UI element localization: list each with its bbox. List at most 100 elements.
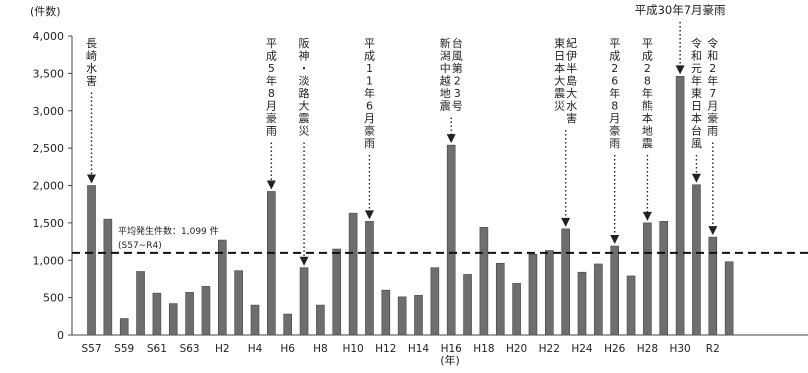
bar-S62 [169,304,177,335]
bar-H7 [300,268,308,335]
annotation-char: 台 [691,124,702,138]
annotation-char: 和 [691,50,702,63]
annotation-char: 年 [364,86,375,100]
x-tick-label: S59 [114,343,134,355]
annotation-char: 路 [299,87,310,100]
annotation-char: 雨 [707,125,718,138]
y-tick-label: 3,500 [33,67,65,80]
annotation-char: 台 [452,36,463,50]
x-tick-label: H2 [215,343,230,355]
average-label: 平均発生件数：1,099 件 [118,225,219,237]
annotation-char: 風 [452,50,463,63]
annotation-char: 震 [299,112,310,125]
bar-H22 [545,251,553,335]
annotation-char: 年 [642,86,653,100]
annotation-char: 平 [642,37,653,50]
annotation-char: 熊 [642,99,653,113]
annotation-char: 災 [299,125,310,138]
bar-H2 [218,240,226,335]
annotation-char: 雨 [266,125,277,138]
bar-H6 [284,314,292,335]
annotation-arrowhead [643,212,652,221]
x-tick-label: H30 [669,343,690,355]
annotation-char: 害 [566,111,577,125]
y-tick-label: 2,000 [33,180,65,193]
x-tick-label: H24 [571,343,593,355]
y-tick-label: 1,000 [33,254,65,267]
annotation-arrowhead [708,226,717,235]
bar-S59 [120,319,128,335]
annotation-char: 平 [609,37,620,50]
annotation-char: 東 [554,37,565,50]
x-tick-label: H18 [473,343,494,355]
bar-H5 [267,191,275,335]
annotation-char: 和 [707,50,718,63]
x-tick-label: S57 [81,343,101,355]
annotation-char: 雨 [364,137,375,150]
annotation-char: 第 [452,61,463,75]
bar-H13 [398,297,406,335]
bar-H26 [611,246,619,335]
annotation-char: 平 [364,37,375,50]
bar-H21 [529,254,537,335]
bar-H8 [316,305,324,335]
annotation-char: 風 [691,137,702,150]
annotation-char: 中 [440,62,451,75]
annotation-char: 日 [554,50,565,63]
annotation-char: 災 [554,100,565,113]
annotation-arrowhead [692,174,701,183]
annotation-arrowhead [561,218,570,227]
annotation-char: 2 [709,62,716,75]
bar-H24 [578,272,586,335]
annotation-char: 害 [86,74,97,88]
annotation-char: 月 [707,100,718,113]
annotation-char: 東 [691,87,702,100]
annotation-char: 紀 [566,37,577,50]
x-tick-label: H4 [248,343,263,355]
annotation-char: 日 [691,100,702,113]
x-tick-label: H8 [313,343,328,355]
bar-H28 [643,223,651,335]
annotation-char: 年 [691,74,702,88]
annotation-char: 成 [609,50,620,63]
annotation-char: 大 [566,86,577,100]
x-tick-label: H14 [408,343,430,355]
y-tick-label: 0 [57,329,64,342]
annotation-arrowhead [447,134,456,143]
annotation-char: 成 [266,50,277,63]
bar-H27 [627,276,635,335]
annotation-char: 1 [366,62,373,75]
annotation-char: 豪 [707,111,718,125]
bar-S61 [153,293,161,335]
annotation-char: 月 [266,100,277,113]
annotation-char: 豪 [266,111,277,125]
bar-H23 [562,229,570,335]
annotation-char: 7 [709,87,716,100]
annotation-arrowhead [267,180,276,189]
annotation-char: 神 [299,49,310,63]
bar-S57 [88,186,96,336]
x-axis-unit-label: (年) [440,353,460,367]
annotation-char: 震 [642,137,653,150]
x-tick-label: S63 [180,343,200,355]
annotation-char: 島 [566,74,577,88]
annotation-char: 越 [440,74,451,88]
annotation-char: 成 [642,50,653,63]
bar-R1 [692,185,700,335]
bars [88,76,734,335]
annotation-char: 号 [452,100,463,113]
annotation-char: 新 [440,36,451,50]
bar-H3 [235,271,243,335]
annotation-char: 6 [366,100,373,113]
bar-R3 [725,262,733,335]
annotation-char: 大 [554,74,565,88]
annotation-arrowhead [87,175,96,184]
x-tick-label: H22 [539,343,560,355]
annotation-char: 年 [266,74,277,88]
